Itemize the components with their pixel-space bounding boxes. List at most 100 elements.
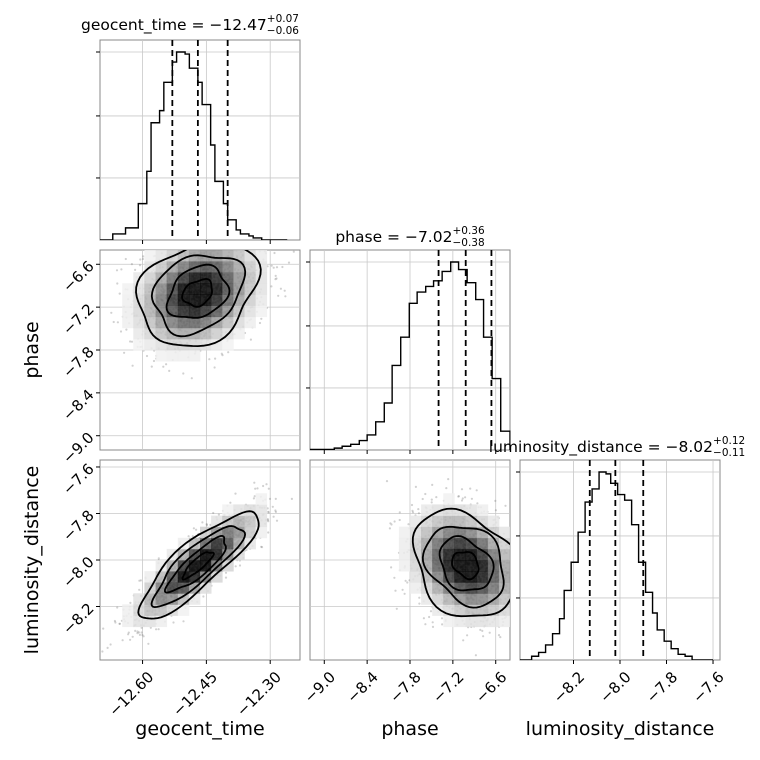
density-cell — [211, 515, 223, 528]
sample-point — [390, 566, 393, 569]
sample-point — [292, 250, 295, 253]
sample-point — [494, 499, 497, 502]
density-cell — [222, 504, 234, 516]
contour-0.5-sigma — [181, 277, 213, 308]
density-cell — [177, 537, 190, 550]
sample-point — [424, 623, 427, 626]
sample-point — [253, 481, 256, 484]
sample-point — [157, 628, 160, 631]
density-cell — [155, 261, 168, 273]
density-cell — [211, 338, 223, 351]
density-cell — [222, 338, 234, 351]
density-cell — [144, 272, 156, 284]
sample-point — [421, 497, 424, 501]
sample-point — [155, 628, 158, 631]
sample-point — [125, 328, 128, 331]
density-cell — [188, 593, 201, 605]
density-cell — [244, 305, 256, 318]
panel-frame — [99, 39, 301, 241]
sample-point — [277, 294, 280, 297]
density-cell — [133, 294, 145, 306]
density-cell — [133, 305, 145, 318]
sample-point — [120, 268, 123, 271]
density-cell — [155, 294, 168, 306]
sample-point — [266, 518, 269, 521]
density-cell — [233, 294, 245, 306]
density-cell — [233, 515, 245, 528]
sample-point — [274, 278, 277, 281]
sample-point — [481, 629, 484, 633]
density-cell — [244, 294, 256, 306]
sample-point — [424, 492, 427, 496]
density-cell — [166, 350, 179, 362]
density-cell — [155, 350, 168, 362]
sample-point — [417, 512, 420, 515]
sample-point — [499, 636, 502, 639]
density-cell — [155, 582, 168, 594]
density-cell — [222, 250, 234, 262]
sample-point — [101, 650, 104, 653]
sample-point — [406, 581, 409, 584]
sample-point — [123, 351, 126, 354]
sample-point — [115, 269, 119, 272]
scatter-panel-geocent_time-phase — [99, 249, 301, 451]
sample-point — [474, 654, 477, 657]
sample-point — [267, 487, 270, 490]
contour-0.5-sigma — [181, 551, 215, 581]
density-cell — [200, 537, 212, 550]
density-cell — [255, 515, 268, 528]
sample-point — [283, 289, 286, 292]
sample-point — [141, 633, 144, 637]
contour-1-sigma — [163, 534, 227, 594]
density-cell — [155, 327, 168, 340]
sample-point — [428, 615, 431, 619]
sample-point — [272, 515, 275, 518]
sample-point — [462, 639, 465, 642]
density-cell — [177, 593, 190, 605]
sample-point — [202, 595, 205, 598]
density-cell — [222, 548, 234, 561]
sample-point — [429, 610, 433, 613]
sample-point — [140, 626, 143, 629]
sample-point — [134, 629, 137, 633]
density-cell — [177, 560, 190, 572]
density-cell — [177, 272, 190, 284]
density-cell — [200, 294, 212, 306]
sample-point — [136, 632, 139, 635]
density-cell — [244, 250, 256, 262]
sample-point — [267, 531, 270, 534]
sample-point — [127, 633, 130, 636]
hist-panel-luminosity_distance — [516, 459, 721, 664]
sample-point — [440, 617, 444, 620]
sample-point — [265, 483, 268, 486]
density-cell — [222, 272, 234, 284]
density-cell — [166, 582, 179, 594]
density-cell — [200, 283, 212, 295]
density-cell — [177, 327, 190, 340]
sample-point — [192, 527, 195, 530]
density-cell — [155, 560, 168, 572]
density-cell — [144, 294, 156, 306]
sample-point — [217, 513, 220, 516]
sample-point — [139, 579, 142, 582]
sample-point — [139, 258, 142, 261]
density-cell — [222, 316, 234, 329]
density-cell — [211, 294, 223, 306]
density-cell — [133, 327, 145, 340]
sample-point — [190, 377, 193, 380]
sample-point — [114, 621, 117, 624]
sample-point — [116, 606, 119, 609]
density-cell — [222, 305, 234, 318]
sample-point — [407, 523, 410, 526]
sample-point — [290, 497, 293, 500]
density-cell — [244, 283, 256, 295]
sample-point — [212, 511, 215, 515]
sample-point — [389, 522, 392, 525]
sample-point — [157, 557, 160, 560]
density-cell — [211, 250, 223, 262]
sample-point — [260, 545, 263, 548]
sample-point — [227, 351, 230, 354]
sample-point — [274, 510, 277, 513]
sample-point — [168, 369, 171, 372]
density-cell — [155, 615, 168, 628]
